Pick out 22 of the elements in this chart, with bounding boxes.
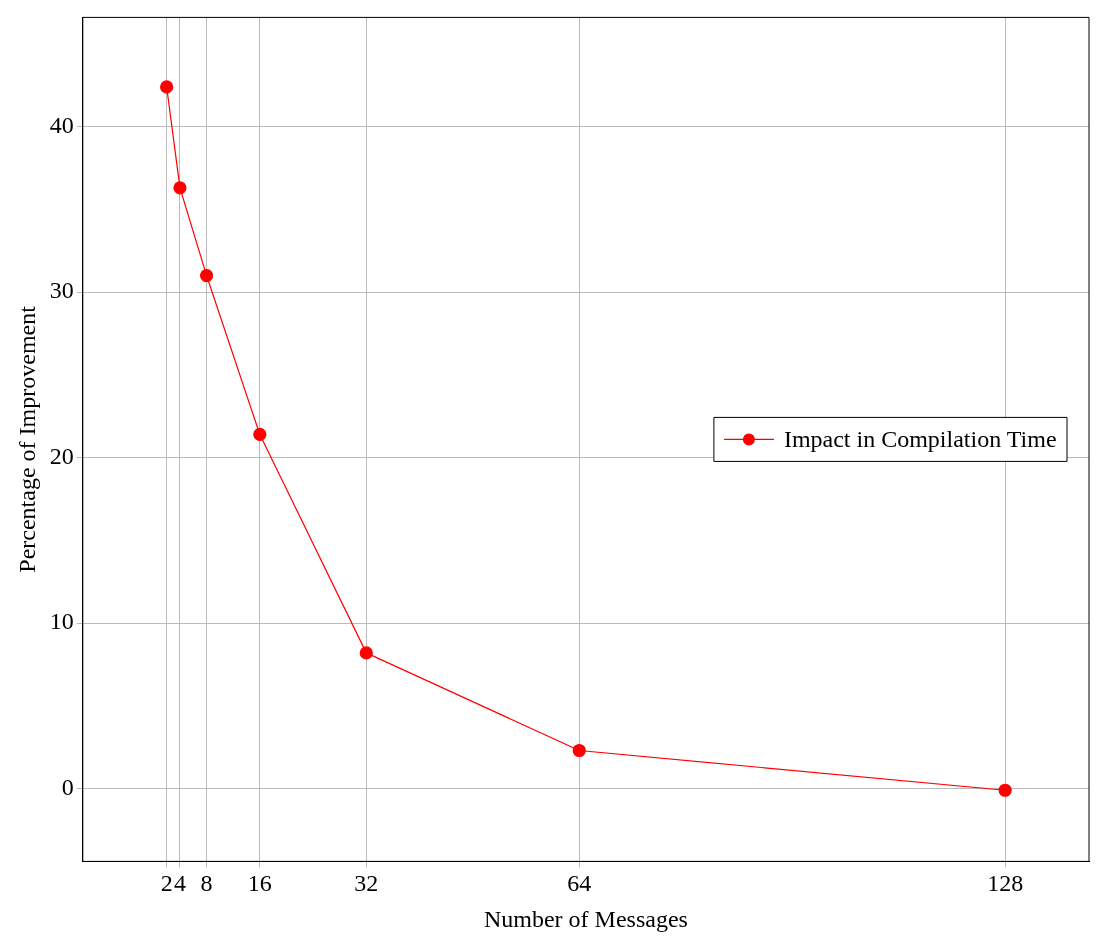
point [173,181,187,195]
point [199,268,214,283]
x-tick-label: 4 [173,870,186,897]
y-tick-label: 20 [49,442,74,469]
y-tick-label: 0 [61,773,74,800]
y-tick-label: 40 [49,111,74,138]
x-tick-label: 64 [567,870,592,897]
point [572,743,586,758]
x-tick-label: 16 [247,870,272,897]
x-tick-label: 8 [200,870,213,897]
y-tick-label: 30 [49,277,74,304]
x-tick-label: 128 [987,870,1024,897]
point [253,427,267,442]
y-axis-title: Percentage of Improvement [13,305,40,573]
legend-label: Impact in Compilation Time [783,425,1057,452]
point [160,80,174,94]
x-tick-label: 32 [354,870,379,897]
point [359,646,373,660]
y-tick-label: 10 [49,608,74,635]
x-tick-label: 2 [160,870,173,897]
point [998,783,1012,797]
x-axis-title: Number of Messages [483,905,688,932]
